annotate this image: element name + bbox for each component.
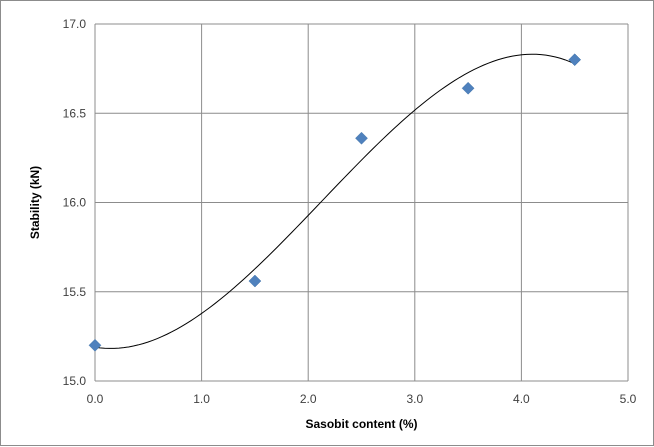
data-point-marker (248, 274, 262, 288)
y-tick-label: 16.5 (63, 106, 87, 120)
polynomial-trendline (94, 53, 575, 349)
y-tick-labels: 15.0 15.5 16.0 16.5 17.0 (63, 17, 87, 388)
y-tick-label: 15.5 (63, 285, 87, 299)
x-tick-label: 0.0 (87, 392, 104, 406)
data-point-marker (568, 53, 582, 67)
data-point-marker (88, 338, 102, 352)
x-tick-label: 5.0 (620, 392, 637, 406)
y-tick-label: 17.0 (63, 17, 87, 31)
x-tick-label: 4.0 (513, 392, 530, 406)
trendline-layer (94, 53, 575, 349)
data-point-marker (355, 131, 368, 145)
data-points (88, 53, 582, 352)
x-tick-labels: 0.0 1.0 2.0 3.0 4.0 5.0 (87, 392, 637, 406)
y-tick-label: 15.0 (63, 374, 87, 388)
x-axis-title: Sasobit content (%) (305, 417, 417, 431)
x-tick-label: 1.0 (193, 392, 210, 406)
data-point-marker (461, 81, 475, 95)
y-axis-title: Stability (kN) (28, 166, 42, 239)
x-tick-label: 3.0 (406, 392, 423, 406)
y-tick-label: 16.0 (63, 196, 87, 210)
grid-lines (94, 23, 629, 382)
x-tick-label: 2.0 (300, 392, 317, 406)
